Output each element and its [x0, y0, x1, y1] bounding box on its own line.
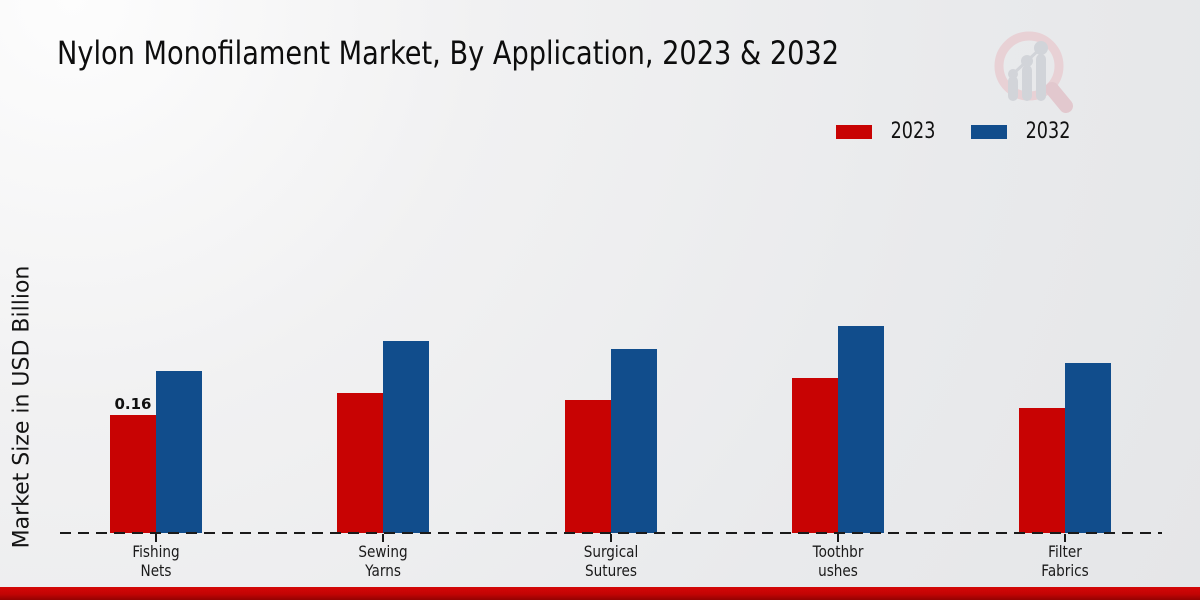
x-axis-tick [609, 534, 612, 542]
x-axis-tick [836, 534, 839, 542]
bar-2032-toothbrushes [837, 326, 884, 533]
bar-2023-surgical-sutures [564, 400, 611, 533]
legend-item-2032: 2032 [971, 119, 1076, 144]
bar-2023-fishing-nets [110, 415, 156, 533]
x-axis-category-label: Filter Fabrics [1041, 542, 1089, 580]
x-axis-tick [155, 534, 157, 542]
legend-swatch-2032 [971, 124, 1007, 139]
bar-2032-filter-fabrics [1065, 363, 1111, 533]
legend-item-2023: 2023 [836, 119, 941, 144]
x-axis-category-label: Fishing Nets [132, 542, 180, 580]
x-axis-category-label: Sewing Yarns [358, 542, 408, 580]
y-axis-label: Market Size in USD Billion [9, 265, 35, 549]
x-axis-category-label: Surgical Sutures [583, 542, 638, 580]
chart-title: Nylon Monofilament Market, By Applicatio… [57, 34, 840, 72]
x-axis-tick [382, 534, 385, 542]
legend-label-2032: 2032 [1025, 119, 1071, 144]
market-research-future-logo-icon [994, 31, 1073, 113]
x-axis-dashed-line [60, 532, 1162, 534]
bottom-red-bar [0, 587, 1200, 600]
bar-2032-surgical-sutures [610, 349, 657, 533]
legend: 2023 2032 [836, 119, 1076, 144]
bar-2023-toothbrushes [791, 378, 838, 533]
bar-2032-sewing-yarns [383, 341, 430, 533]
bar-2023-sewing-yarns [337, 393, 384, 533]
x-axis-tick [1064, 534, 1066, 542]
x-axis-category-label: Toothbr ushes [812, 542, 864, 580]
legend-label-2023: 2023 [890, 119, 936, 144]
legend-swatch-2023 [836, 124, 872, 139]
bar-2032-fishing-nets [156, 371, 202, 533]
bar-value-label: 0.16 [114, 395, 152, 413]
bar-2023-filter-fabrics [1019, 408, 1065, 533]
